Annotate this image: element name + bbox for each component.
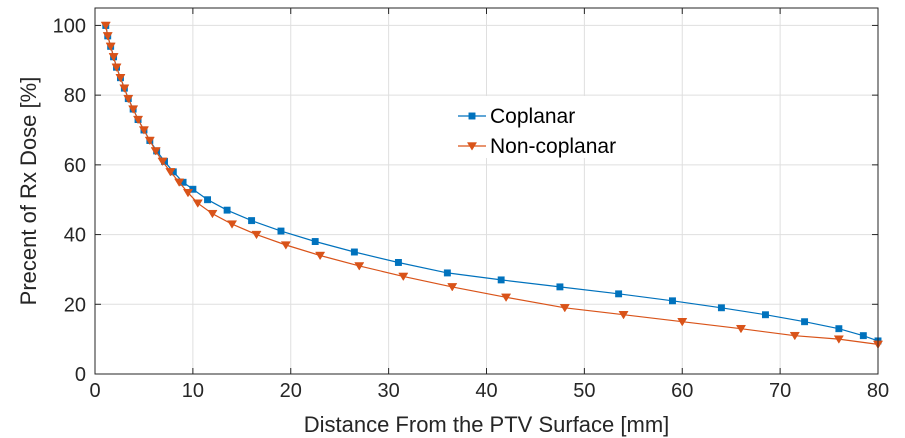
x-tick-label: 60 [671,380,693,402]
data-point-marker [350,248,358,256]
series-non-coplanar [100,21,884,349]
data-point-marker [105,42,116,51]
data-point-marker [280,241,291,250]
data-point-marker [277,227,285,235]
data-point-marker [801,318,809,326]
data-point-marker [497,276,505,284]
y-axis-label: Precent of Rx Dose [%] [16,77,41,306]
y-tick-label: 20 [64,294,86,316]
data-point-marker [315,251,326,261]
data-point-marker [165,168,176,177]
x-tick-label: 30 [378,380,400,402]
data-point-marker [144,136,155,146]
data-point-marker [615,290,623,298]
y-tick-label: 100 [53,15,86,37]
data-point-marker [204,196,212,204]
data-point-marker [150,147,161,156]
legend-marker [466,142,478,151]
data-point-marker [677,318,688,327]
axis-ticks: 0 10 20 30 40 50 60 70 80 0 20 40 60 80 100 [53,8,889,402]
x-tick-label: 20 [280,380,302,402]
data-point-marker [761,311,769,319]
data-point-marker [115,74,126,83]
data-point-marker [111,63,122,72]
data-point-marker [207,209,218,219]
data-point-marker [556,283,564,291]
x-tick-label: 10 [182,380,204,402]
data-point-marker [128,105,139,114]
data-point-marker [447,283,458,292]
legend-label: Non-coplanar [490,135,616,158]
legend-label: Coplanar [490,105,575,128]
y-tick-label: 0 [75,364,86,386]
data-point-marker [108,53,119,62]
y-tick-label: 40 [64,225,86,247]
data-point-marker [835,325,843,333]
data-point-marker [833,335,844,344]
x-axis-label: Distance From the PTV Surface [mm] [304,412,670,437]
data-point-marker [157,157,168,166]
data-point-marker [559,304,570,313]
x-tick-label: 40 [475,380,497,402]
legend-marker [468,112,476,120]
data-point-marker [443,269,451,277]
x-tick-label: 70 [769,380,791,402]
data-point-marker [226,220,238,229]
series-line [105,25,879,345]
y-tick-label: 80 [64,85,86,107]
data-point-marker [182,189,194,198]
data-point-marker [174,178,185,187]
data-point-marker [789,331,800,341]
x-tick-label: 50 [573,380,595,402]
data-point-marker [102,32,113,41]
x-tick-label: 0 [89,380,100,402]
data-point-marker [119,84,130,93]
y-tick-label: 60 [64,155,86,177]
data-point-marker [100,21,111,31]
data-point-marker [133,115,144,125]
data-point-marker [138,126,149,135]
data-point-marker [501,293,512,302]
data-point-marker [735,324,747,334]
series-layer [100,21,884,349]
data-point-marker [394,259,402,266]
data-point-marker [354,262,365,271]
data-point-marker [717,304,725,312]
data-point-marker [192,199,203,208]
data-point-marker [123,94,134,104]
data-point-marker [223,206,231,214]
data-point-marker [248,217,256,225]
data-point-marker [618,311,629,320]
data-point-marker [669,297,676,305]
legend: Coplanar Non-coplanar [454,96,650,158]
data-point-marker [311,238,319,245]
x-tick-label: 80 [867,380,889,402]
legend-box [454,96,650,158]
data-point-marker [398,272,409,282]
data-point-marker [859,332,867,340]
data-point-marker [251,230,262,240]
